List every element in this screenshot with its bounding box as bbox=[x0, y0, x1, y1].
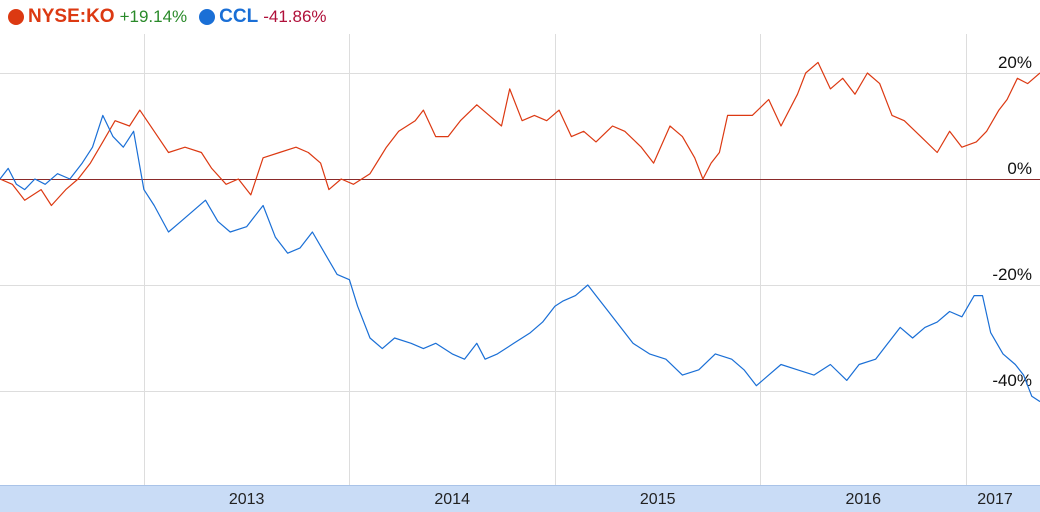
x-tick-label-2014: 2014 bbox=[434, 491, 470, 508]
legend-symbol-ko: NYSE:KO bbox=[28, 6, 115, 27]
x-axis-band: 2013 2014 2015 2016 2017 bbox=[0, 485, 1040, 512]
y-tick-label-0: 20% bbox=[998, 53, 1032, 72]
y-tick-label-1: 0% bbox=[1007, 159, 1032, 178]
x-tick-label-2017: 2017 bbox=[977, 491, 1013, 508]
x-tick-label-2013: 2013 bbox=[228, 491, 265, 508]
legend-item-ko[interactable]: NYSE:KO +19.14% bbox=[8, 6, 187, 28]
ko-series-dot-icon bbox=[8, 9, 24, 25]
line-chart: 20% 0% -20% -40% bbox=[0, 34, 1040, 485]
ccl-series-dot-icon bbox=[199, 9, 216, 25]
legend-item-ccl[interactable]: CCL -41.86% bbox=[199, 6, 327, 28]
legend-symbol-ccl: CCL bbox=[219, 6, 259, 27]
x-tick-label-2015: 2015 bbox=[639, 491, 676, 508]
chart-legend: NYSE:KO +19.14% CCL -41.86% bbox=[0, 0, 1040, 34]
series-line-ccl bbox=[0, 114, 1040, 403]
x-tick-label-2016: 2016 bbox=[845, 491, 882, 508]
series-line-nyse-ko bbox=[0, 61, 1040, 207]
y-tick-label-2: -20% bbox=[992, 265, 1032, 284]
y-tick-label-3: -40% bbox=[992, 371, 1032, 390]
legend-change-ko: +19.14% bbox=[119, 7, 188, 26]
legend-change-ccl: -41.86% bbox=[263, 7, 327, 26]
